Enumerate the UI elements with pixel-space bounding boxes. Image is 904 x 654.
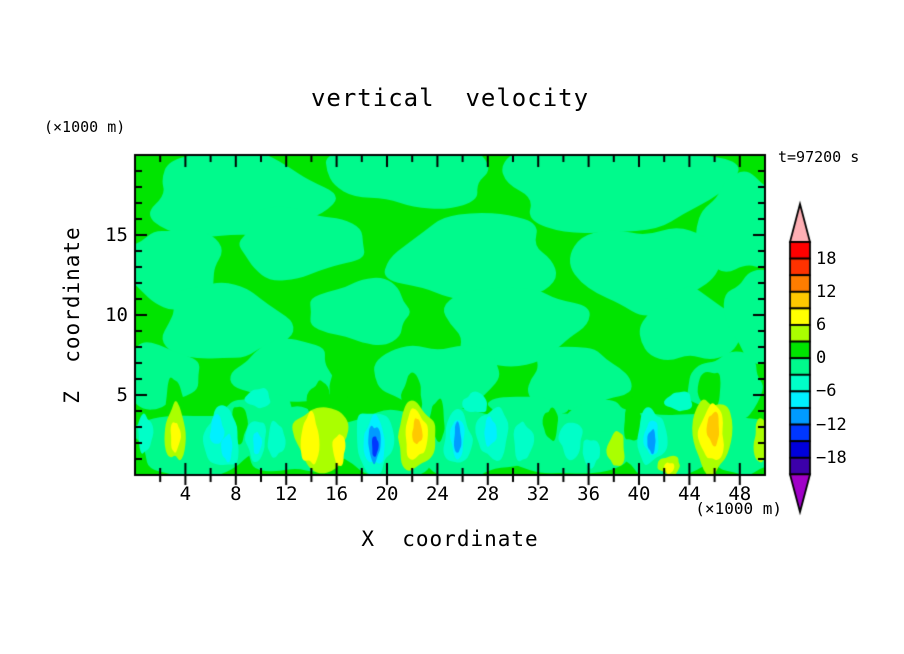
- colorbar-tick-label: −12: [816, 414, 847, 435]
- x-tick-label: 36: [577, 483, 601, 505]
- x-tick-label: 24: [425, 483, 449, 505]
- time-label: t=97200 s: [778, 148, 860, 166]
- x-tick-label: 28: [476, 483, 500, 505]
- x-tick-label: 12: [274, 483, 298, 505]
- x-tick-label: 44: [677, 483, 701, 505]
- x-tick-label: 32: [526, 483, 550, 505]
- x-tick-label: 20: [375, 483, 399, 505]
- colorbar-tick-label: 6: [816, 315, 827, 335]
- colorbar-tick-label: −18: [816, 447, 847, 468]
- z-axis-units: (×1000 m): [44, 118, 126, 136]
- x-tick-label: 4: [179, 483, 192, 505]
- x-tick-label: 16: [325, 483, 349, 505]
- plot-title: vertical velocity: [310, 84, 590, 112]
- x-axis-label: X coordinate: [361, 527, 539, 551]
- colorbar-tick-label: 12: [816, 281, 837, 302]
- z-tick-label: 10: [105, 304, 128, 326]
- x-tick-label: 48: [728, 483, 752, 505]
- colorbar-tick-label: 0: [816, 348, 827, 369]
- colorbar-tick-label: 18: [816, 248, 837, 269]
- z-tick-label: 15: [105, 224, 128, 246]
- x-axis-units: (×1000 m): [695, 499, 782, 518]
- x-tick-label: 8: [230, 483, 242, 505]
- z-tick-label: 5: [116, 384, 128, 406]
- x-tick-label: 40: [627, 483, 651, 505]
- colorbar-tick-label: −6: [816, 381, 837, 402]
- z-axis-label: Z coordinate: [60, 226, 84, 404]
